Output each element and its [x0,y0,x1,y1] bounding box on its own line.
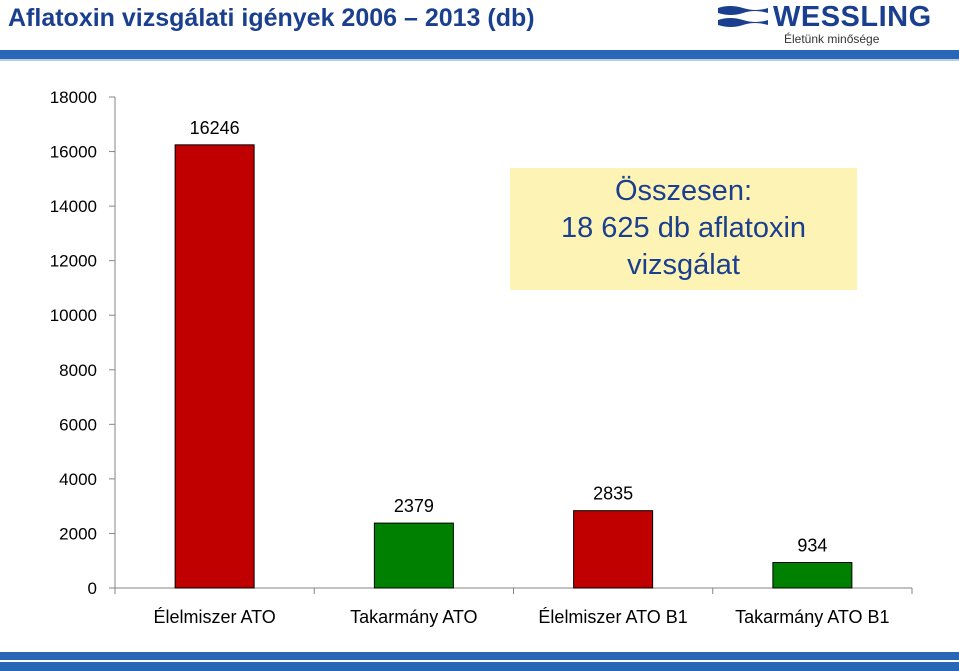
x-category-label: Élelmiszer ATO B1 [538,607,687,627]
x-axis: Élelmiszer ATO Takarmány ATO Élelmiszer AT… [114,587,913,627]
y-tick-label: 16000 [50,143,97,162]
data-label: 2835 [593,484,633,504]
y-tick-label: 2000 [59,524,97,543]
footer-divider [0,652,959,671]
data-labels: 16246 2379 2835 934 [190,118,828,556]
callout-line-3: vizsgálat [627,249,740,281]
data-label: 934 [797,536,827,556]
y-tick-label: 4000 [59,470,97,489]
bar [772,562,853,589]
total-callout-box: Összesen: 18 625 db aflatoxin vizsgálat [510,168,857,290]
x-category-label: Élelmiszer ATO [153,607,275,627]
callout-line-2: 18 625 db aflatoxin [560,212,807,244]
y-tick-label: 14000 [50,197,97,216]
wessling-logo: WESSLING Életünk minősége [718,1,948,48]
header-divider [0,50,959,61]
y-tick-label: 6000 [59,415,97,434]
x-category-label: Takarmány ATO B1 [735,607,889,627]
y-tick-label: 0 [88,579,97,598]
y-tick-label: 12000 [50,252,97,271]
bar [373,522,454,589]
data-label: 16246 [190,118,240,138]
wave-logo-icon [718,6,768,27]
bar [573,510,654,589]
callout-line-1: Összesen: [615,175,752,207]
y-tick-label: 8000 [59,361,97,380]
y-tick-label: 18000 [50,88,97,107]
logo-slogan: Életünk minősége [784,32,880,46]
bar-series [174,144,853,589]
bar [174,144,255,589]
page-title: Aflatoxin vizsgálati igények 2006 – 2013… [8,4,535,32]
logo-wordmark: WESSLING [773,1,932,33]
x-category-label: Takarmány ATO [350,607,477,627]
bar-chart: 0 2000 4000 6000 8000 10000 12000 14000 16000 180… [50,88,913,627]
y-tick-label: 10000 [50,306,97,325]
y-axis: 0 2000 4000 6000 8000 10000 12000 14000 16000 180… [50,88,116,598]
data-label: 2379 [394,496,434,516]
